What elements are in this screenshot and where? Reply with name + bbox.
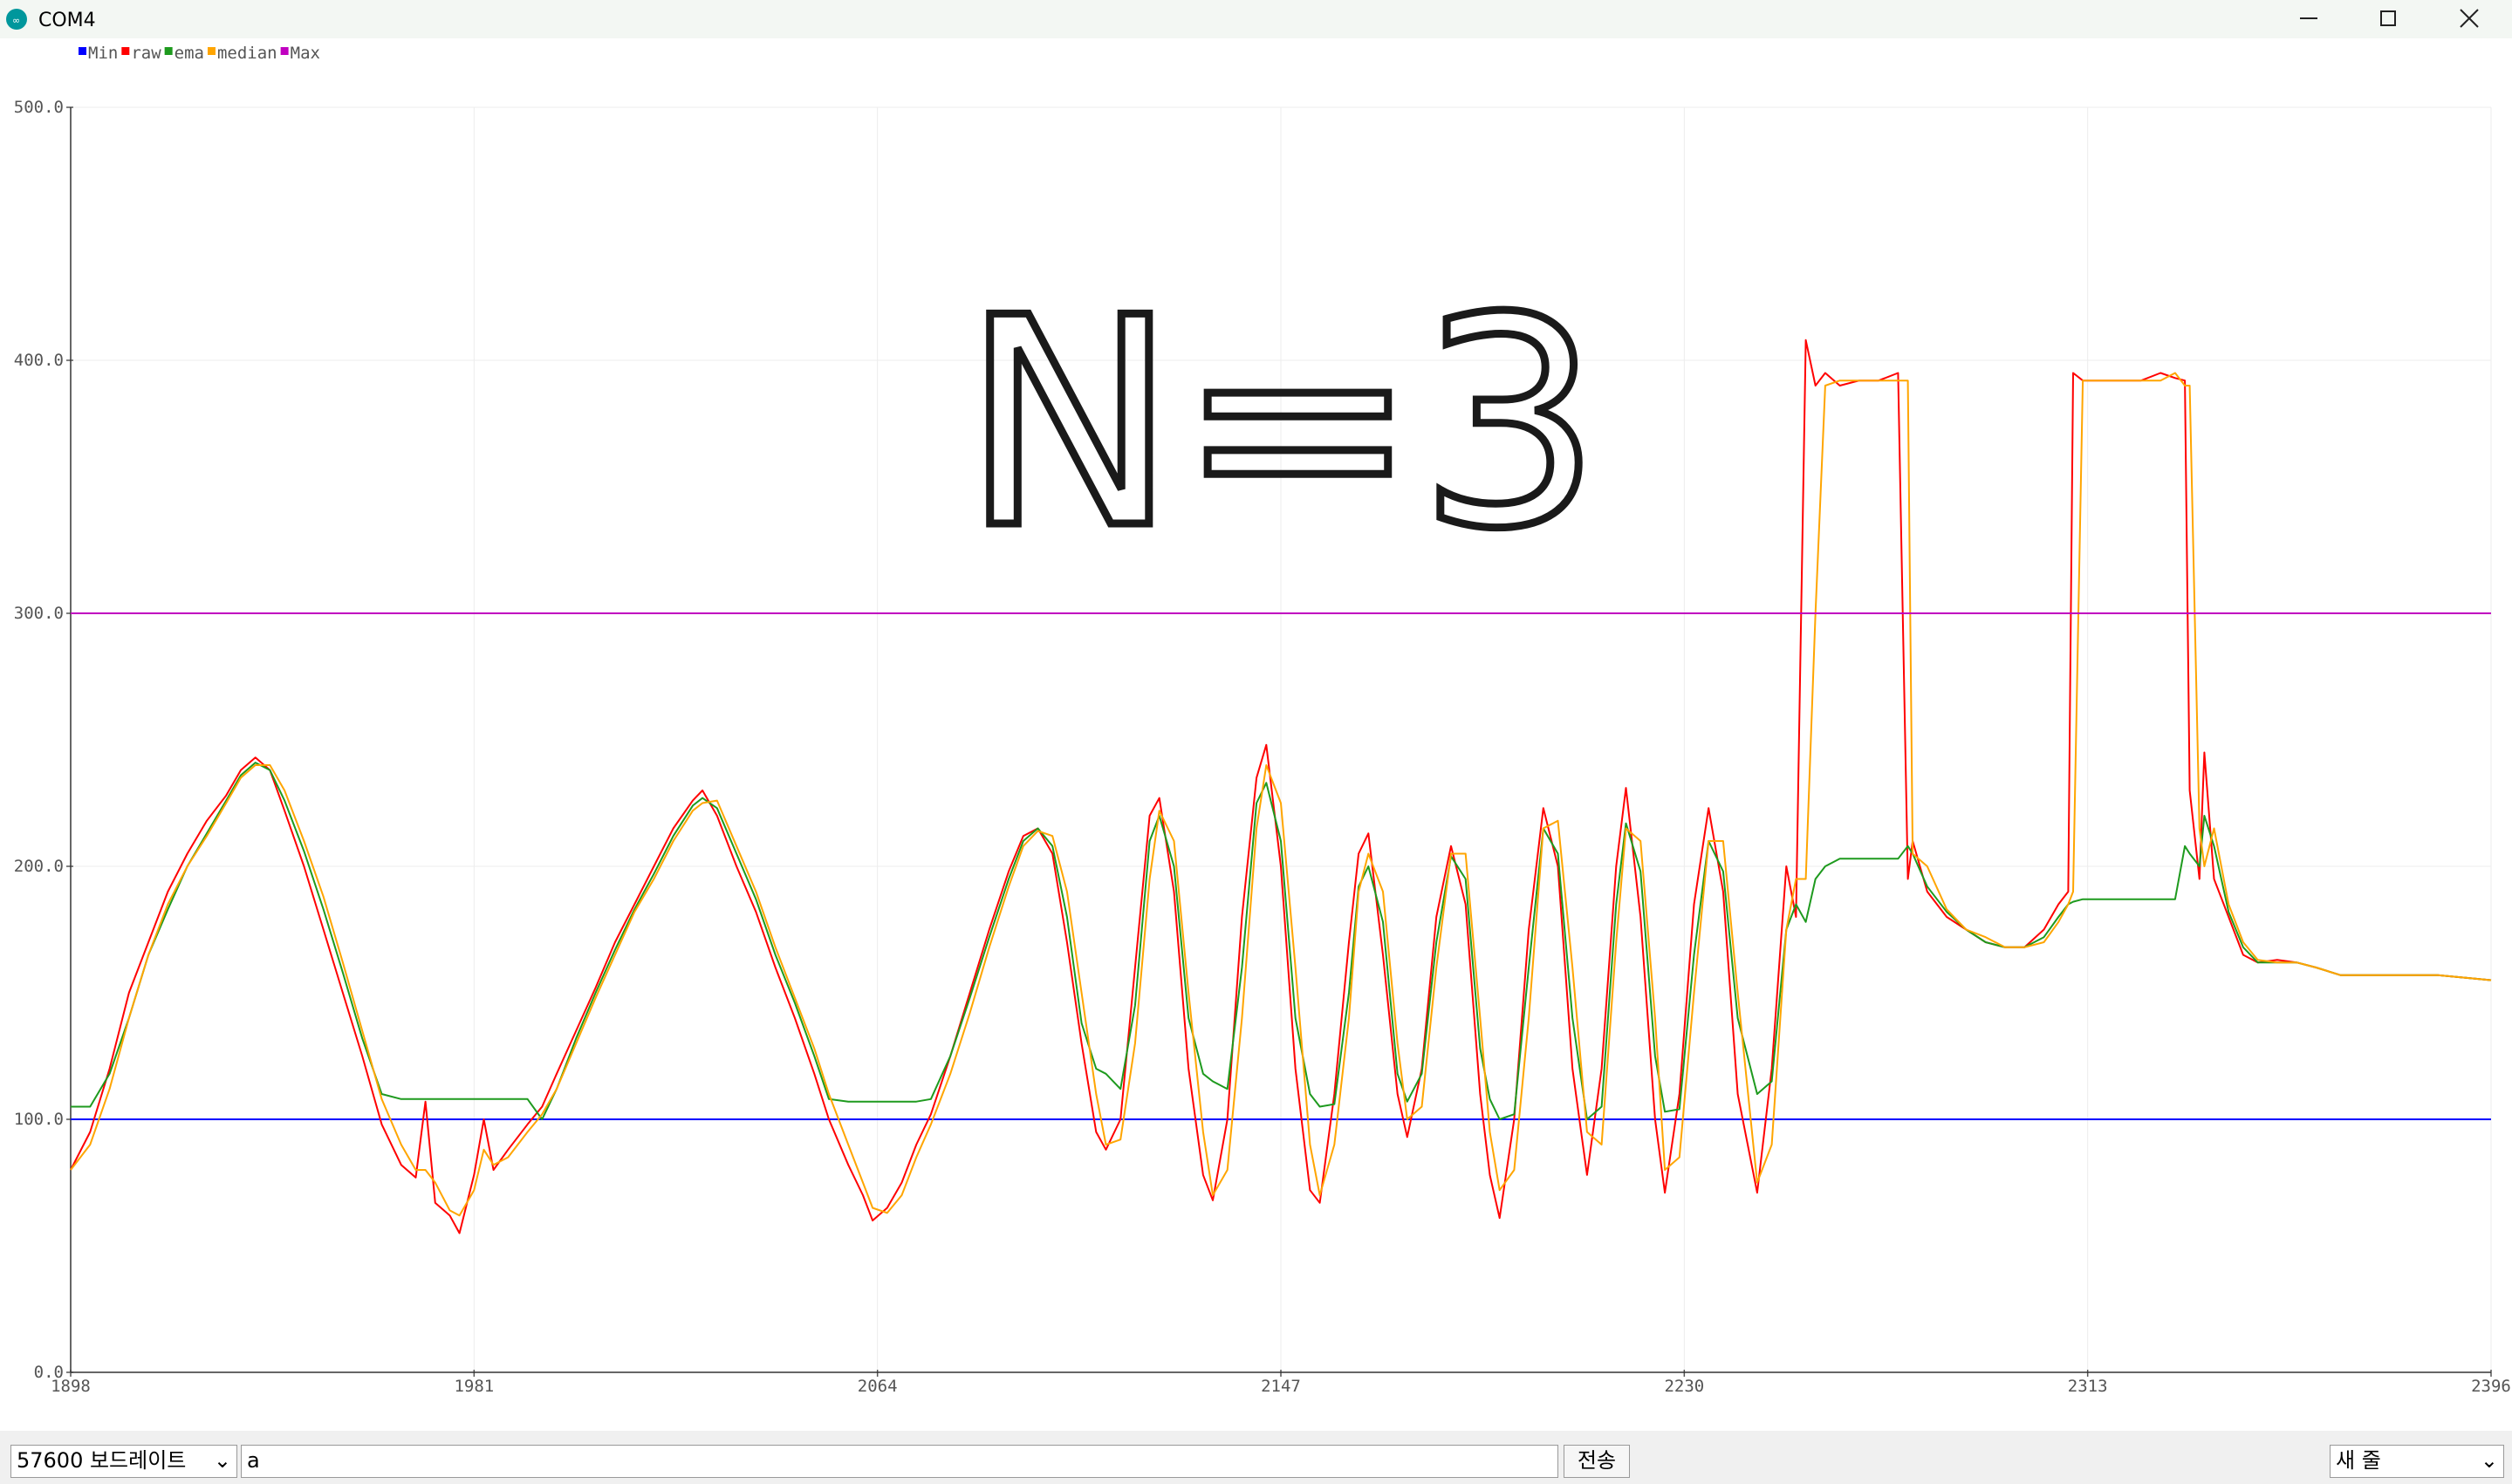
legend-swatch [121, 47, 130, 55]
title-bar [0, 0, 2512, 38]
legend-label: median [217, 44, 277, 63]
legend-swatch [207, 47, 216, 55]
restore-button[interactable] [2380, 10, 2396, 26]
legend-label: ema [175, 44, 204, 63]
send-button-text: 전송 [1577, 1448, 1617, 1473]
legend-swatch [79, 47, 86, 55]
legend-swatch [164, 47, 173, 55]
legend-label: raw [131, 44, 161, 63]
baud-rate-text: 57600 보드레이트 [17, 1448, 187, 1473]
dropdown-arrow: ⌄ [2480, 1448, 2498, 1473]
app-icon-glyph: ∞ [12, 15, 20, 26]
message-input-text: a [247, 1448, 260, 1473]
y-tick-label: 500.0 [14, 98, 64, 117]
y-tick-label: 100.0 [14, 1110, 64, 1129]
y-tick-label: 200.0 [14, 857, 64, 876]
x-tick-label: 2396 [2471, 1377, 2511, 1396]
x-tick-label: 2313 [2068, 1377, 2108, 1396]
annotation: N=3 [962, 256, 1601, 592]
legend-label: Max [291, 44, 320, 63]
line-ending-select[interactable]: 새 줄 ⌄ [2330, 1445, 2504, 1478]
x-tick-label: 1898 [51, 1377, 91, 1396]
series-line [70, 372, 2492, 1217]
app-icon [6, 9, 27, 30]
legend-swatch [280, 47, 289, 55]
y-tick-label: 0.0 [34, 1363, 64, 1382]
line-ending-text: 새 줄 [2336, 1448, 2381, 1473]
x-tick-label: 2064 [858, 1377, 898, 1396]
message-input[interactable]: a [241, 1445, 1558, 1478]
x-tick-label: 2230 [1664, 1377, 1704, 1396]
y-tick-label: 300.0 [14, 604, 64, 623]
close-button[interactable] [2460, 9, 2479, 28]
x-tick-label: 1981 [454, 1377, 494, 1396]
x-tick-label: 2147 [1261, 1377, 1301, 1396]
dropdown-arrow: ⌄ [213, 1448, 231, 1473]
y-tick-label: 400.0 [14, 351, 64, 370]
window-title: COM4 [38, 10, 96, 31]
send-button[interactable]: 전송 [1564, 1445, 1630, 1478]
baud-rate-select[interactable]: 57600 보드레이트 ⌄ [10, 1445, 237, 1478]
legend-label: Min [88, 44, 118, 63]
